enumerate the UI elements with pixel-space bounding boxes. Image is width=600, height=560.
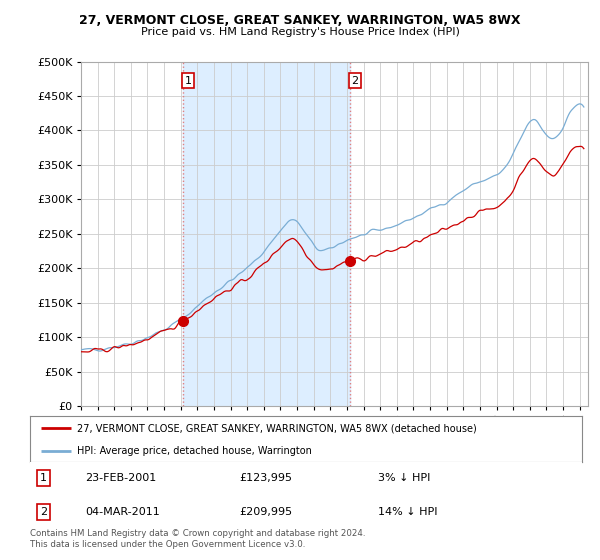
- Bar: [183, 62, 350, 406]
- Text: £123,995: £123,995: [240, 473, 293, 483]
- Text: 1: 1: [40, 473, 47, 483]
- Text: HPI: Average price, detached house, Warrington: HPI: Average price, detached house, Warr…: [77, 446, 312, 455]
- Text: 23-FEB-2001: 23-FEB-2001: [85, 473, 157, 483]
- Text: 2: 2: [40, 507, 47, 517]
- Text: 14% ↓ HPI: 14% ↓ HPI: [378, 507, 437, 517]
- Text: 27, VERMONT CLOSE, GREAT SANKEY, WARRINGTON, WA5 8WX (detached house): 27, VERMONT CLOSE, GREAT SANKEY, WARRING…: [77, 423, 476, 433]
- Text: 3% ↓ HPI: 3% ↓ HPI: [378, 473, 430, 483]
- Text: 27, VERMONT CLOSE, GREAT SANKEY, WARRINGTON, WA5 8WX: 27, VERMONT CLOSE, GREAT SANKEY, WARRING…: [79, 14, 521, 27]
- Text: Contains HM Land Registry data © Crown copyright and database right 2024.
This d: Contains HM Land Registry data © Crown c…: [30, 529, 365, 549]
- Text: Price paid vs. HM Land Registry's House Price Index (HPI): Price paid vs. HM Land Registry's House …: [140, 27, 460, 37]
- Text: 2: 2: [352, 76, 359, 86]
- Text: 1: 1: [185, 76, 192, 86]
- Text: £209,995: £209,995: [240, 507, 293, 517]
- Text: 04-MAR-2011: 04-MAR-2011: [85, 507, 160, 517]
